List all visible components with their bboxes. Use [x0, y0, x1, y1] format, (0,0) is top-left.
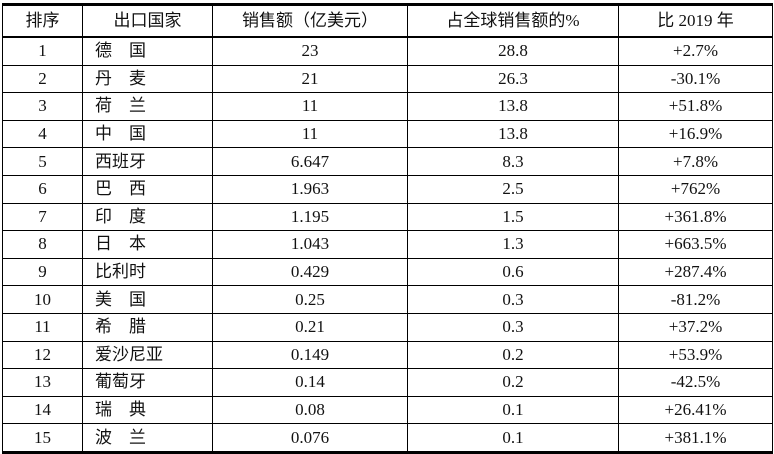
cell-rank: 4 — [2, 119, 83, 149]
cell-country: 荷 兰 — [82, 92, 213, 121]
cell-change: -81.2% — [618, 285, 773, 314]
header-share: 占全球销售额的% — [407, 4, 619, 38]
cell-sales: 0.08 — [212, 395, 408, 425]
cell-change: -42.5% — [618, 368, 773, 397]
table-row: 14 瑞 典 0.08 0.1 +26.41% — [2, 395, 773, 425]
cell-sales: 0.429 — [212, 257, 408, 287]
cell-share: 8.3 — [407, 147, 619, 176]
cell-country: 波 兰 — [82, 423, 213, 453]
cell-sales: 1.043 — [212, 230, 408, 259]
cell-change: +7.8% — [618, 147, 773, 176]
cell-rank: 13 — [2, 368, 83, 397]
cell-share: 1.5 — [407, 202, 619, 232]
cell-country: 葡萄牙 — [82, 368, 213, 397]
cell-sales: 0.149 — [212, 340, 408, 370]
cell-country: 希 腊 — [82, 312, 213, 342]
table-row: 11 希 腊 0.21 0.3 +37.2% — [2, 312, 773, 342]
cell-rank: 1 — [2, 36, 83, 66]
cell-country: 印 度 — [82, 202, 213, 232]
cell-sales: 11 — [212, 119, 408, 149]
table-row: 10 美 国 0.25 0.3 -81.2% — [2, 285, 773, 314]
cell-rank: 6 — [2, 174, 83, 204]
table-row: 15 波 兰 0.076 0.1 +381.1% — [2, 423, 773, 453]
table-row: 9 比利时 0.429 0.6 +287.4% — [2, 257, 773, 287]
cell-rank: 3 — [2, 92, 83, 121]
cell-change: +53.9% — [618, 340, 773, 370]
cell-rank: 5 — [2, 147, 83, 176]
cell-sales: 0.25 — [212, 285, 408, 314]
cell-sales: 0.21 — [212, 312, 408, 342]
cell-share: 1.3 — [407, 230, 619, 259]
header-sales: 销售额（亿美元） — [212, 4, 408, 38]
cell-sales: 1.963 — [212, 174, 408, 204]
cell-share: 0.6 — [407, 257, 619, 287]
header-rank: 排序 — [2, 4, 83, 38]
cell-sales: 11 — [212, 92, 408, 121]
cell-rank: 15 — [2, 423, 83, 453]
cell-change: +381.1% — [618, 423, 773, 453]
cell-rank: 14 — [2, 395, 83, 425]
cell-share: 26.3 — [407, 64, 619, 94]
cell-change: +287.4% — [618, 257, 773, 287]
cell-change: +2.7% — [618, 36, 773, 66]
cell-change: +51.8% — [618, 92, 773, 121]
cell-sales: 0.14 — [212, 368, 408, 397]
cell-sales: 6.647 — [212, 147, 408, 176]
cell-share: 0.2 — [407, 368, 619, 397]
cell-share: 28.8 — [407, 36, 619, 66]
cell-share: 0.1 — [407, 395, 619, 425]
cell-share: 0.1 — [407, 423, 619, 453]
cell-country: 中 国 — [82, 119, 213, 149]
table-row: 13 葡萄牙 0.14 0.2 -42.5% — [2, 368, 773, 397]
cell-share: 2.5 — [407, 174, 619, 204]
cell-change: +16.9% — [618, 119, 773, 149]
cell-country: 比利时 — [82, 257, 213, 287]
cell-country: 丹 麦 — [82, 64, 213, 94]
table-row: 5 西班牙 6.647 8.3 +7.8% — [2, 147, 773, 176]
cell-change: +762% — [618, 174, 773, 204]
cell-rank: 2 — [2, 64, 83, 94]
cell-change: +361.8% — [618, 202, 773, 232]
cell-rank: 7 — [2, 202, 83, 232]
cell-change: +663.5% — [618, 230, 773, 259]
cell-change: +37.2% — [618, 312, 773, 342]
header-country: 出口国家 — [82, 4, 213, 38]
cell-share: 0.3 — [407, 285, 619, 314]
cell-change: -30.1% — [618, 64, 773, 94]
cell-sales: 1.195 — [212, 202, 408, 232]
table-row: 12 爱沙尼亚 0.149 0.2 +53.9% — [2, 340, 773, 370]
cell-country: 爱沙尼亚 — [82, 340, 213, 370]
cell-share: 0.2 — [407, 340, 619, 370]
cell-rank: 12 — [2, 340, 83, 370]
cell-sales: 21 — [212, 64, 408, 94]
cell-country: 瑞 典 — [82, 395, 213, 425]
cell-share: 13.8 — [407, 119, 619, 149]
header-row: 排序 出口国家 销售额（亿美元） 占全球销售额的% 比 2019 年 — [2, 4, 773, 38]
cell-share: 0.3 — [407, 312, 619, 342]
cell-rank: 9 — [2, 257, 83, 287]
cell-rank: 8 — [2, 230, 83, 259]
cell-country: 巴 西 — [82, 174, 213, 204]
cell-country: 德 国 — [82, 36, 213, 66]
cell-country: 日 本 — [82, 230, 213, 259]
cell-share: 13.8 — [407, 92, 619, 121]
cell-rank: 11 — [2, 312, 83, 342]
cell-sales: 0.076 — [212, 423, 408, 453]
cell-country: 西班牙 — [82, 147, 213, 176]
header-change: 比 2019 年 — [618, 4, 773, 38]
cell-change: +26.41% — [618, 395, 773, 425]
cell-sales: 23 — [212, 36, 408, 66]
cell-rank: 10 — [2, 285, 83, 314]
cell-country: 美 国 — [82, 285, 213, 314]
